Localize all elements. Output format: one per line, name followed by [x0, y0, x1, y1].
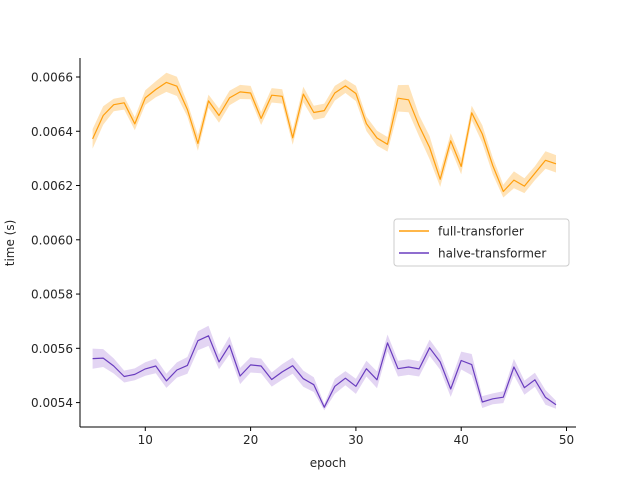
- y-axis-label: time (s): [3, 220, 17, 267]
- x-tick-label: 10: [138, 433, 153, 447]
- legend-box: [393, 218, 570, 267]
- y-tick-label: 0.0058: [31, 288, 73, 302]
- x-tick-label: 40: [454, 433, 469, 447]
- y-tick-label: 0.0062: [31, 179, 73, 193]
- x-tick-label: 20: [243, 433, 258, 447]
- y-ticks: 0.0054 0.0056 0.0058 0.0060 0.0062 0.0064 0.00…: [31, 70, 80, 410]
- x-ticks: 10 20 30 40 50: [138, 427, 574, 447]
- confidence-bands: [92, 72, 556, 411]
- legend: full-transforler halve-transformer: [393, 218, 570, 267]
- band-full-transforler: [92, 72, 556, 198]
- y-tick-label: 0.0064: [31, 125, 73, 139]
- band-halve-transformer: [92, 325, 556, 411]
- legend-label-full-transforler: full-transforler: [438, 225, 524, 239]
- series-line-halve-transformer: [92, 335, 557, 408]
- x-tick-label: 30: [348, 433, 363, 447]
- x-axis-label: epoch: [310, 456, 347, 470]
- series-line-full-transforler: [92, 81, 557, 193]
- y-tick-label: 0.0054: [31, 396, 73, 410]
- y-tick-label: 0.0056: [31, 342, 73, 356]
- series-lines: [92, 81, 557, 408]
- y-tick-label: 0.0066: [31, 70, 73, 84]
- y-tick-label: 0.0060: [31, 233, 73, 247]
- x-tick-label: 50: [559, 433, 574, 447]
- legend-label-halve-transformer: halve-transformer: [438, 247, 546, 261]
